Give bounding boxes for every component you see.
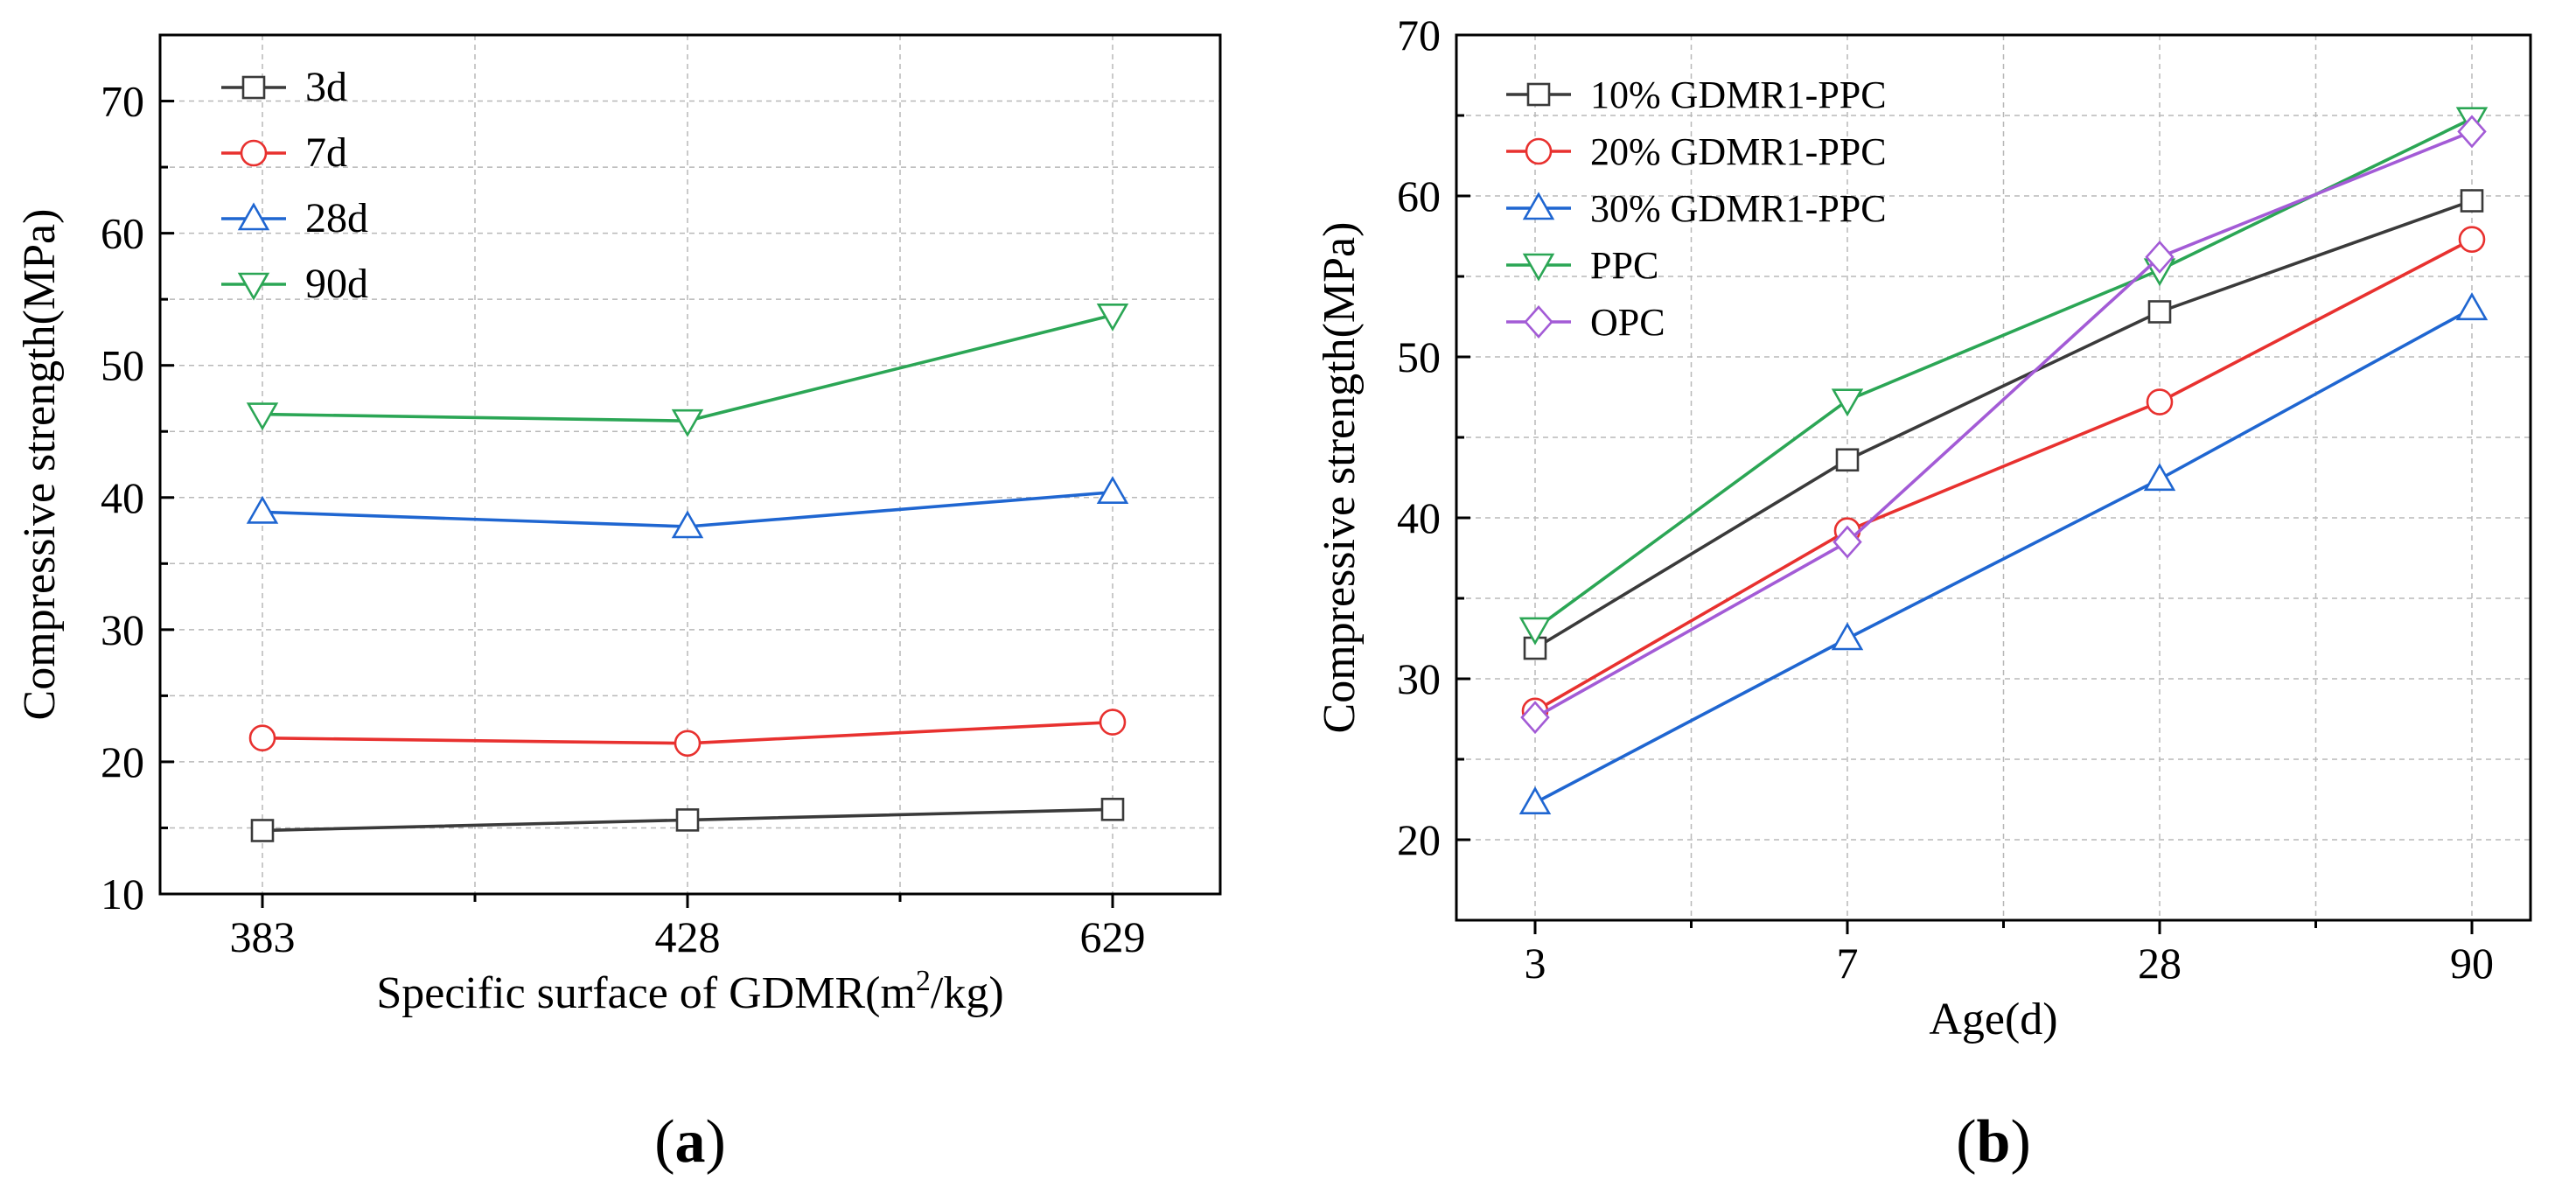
data-point bbox=[671, 408, 704, 437]
legend: 3d 7d 28d 90d bbox=[221, 64, 368, 307]
data-point bbox=[2455, 292, 2489, 321]
x-tick-label: 428 bbox=[655, 912, 721, 961]
data-point bbox=[674, 730, 702, 758]
legend-label: OPC bbox=[1590, 301, 1665, 344]
data-point bbox=[2460, 189, 2484, 213]
panel-label-letter: b bbox=[1977, 1108, 2011, 1176]
chart-b: 20 30 40 50 60 70 3 7 28 90 10% GDMR1-PPC 20% GDMR1… bbox=[1315, 10, 2532, 1176]
x-axis-label: Specific surface of GDMR(m2/kg) bbox=[376, 965, 1003, 1018]
panel-label-open: ( bbox=[654, 1108, 674, 1176]
data-point bbox=[2457, 115, 2487, 149]
data-point bbox=[2143, 463, 2176, 492]
legend-marker bbox=[1522, 192, 1555, 220]
y-tick-label: 20 bbox=[1397, 815, 1441, 864]
data-point bbox=[1518, 786, 1552, 814]
legend-label: 30% GDMR1-PPC bbox=[1590, 187, 1887, 230]
data-point bbox=[1100, 798, 1125, 821]
data-point bbox=[1096, 303, 1129, 332]
legend-label: 10% GDMR1-PPC bbox=[1590, 73, 1887, 116]
x-tick-label: 383 bbox=[230, 912, 296, 961]
y-tick-label: 50 bbox=[1397, 332, 1441, 381]
data-point bbox=[2458, 226, 2486, 253]
y-tick-label: 60 bbox=[101, 209, 144, 258]
y-tick-label: 40 bbox=[101, 473, 144, 522]
plot-frame bbox=[158, 33, 1222, 896]
x-tick-label: 7 bbox=[1837, 939, 1859, 988]
legend-marker bbox=[1525, 137, 1553, 165]
legend-label: 7d bbox=[305, 129, 347, 176]
x-axis-label-part: Specific surface of GDMR(m bbox=[376, 968, 916, 1018]
data-point bbox=[246, 402, 279, 431]
data-point bbox=[671, 510, 704, 539]
data-point bbox=[1520, 701, 1550, 735]
data-point bbox=[1831, 622, 1864, 651]
chart-a: 10 20 30 40 50 60 70 383 428 629 3d 7d 28d 90d Compres… bbox=[15, 33, 1222, 1176]
plot-frame bbox=[1455, 33, 2532, 922]
x-tick-label: 28 bbox=[2138, 939, 2182, 988]
y-tick-label: 40 bbox=[1397, 493, 1441, 542]
data-point bbox=[248, 724, 276, 752]
legend-label: 20% GDMR1-PPC bbox=[1590, 130, 1887, 173]
x-tick-label: 90 bbox=[2450, 939, 2494, 988]
y-tick-label: 50 bbox=[101, 341, 144, 390]
legend-label: 90d bbox=[305, 261, 368, 307]
series-line-opc bbox=[1534, 129, 2473, 719]
y-tick-label: 60 bbox=[1397, 171, 1441, 220]
data-point bbox=[1835, 448, 1860, 472]
data-point bbox=[1096, 476, 1129, 505]
panel-label-letter: a bbox=[675, 1108, 706, 1176]
panel-label-close: ) bbox=[706, 1108, 726, 1176]
legend-marker bbox=[240, 139, 268, 167]
data-point bbox=[2145, 240, 2175, 274]
legend-marker bbox=[241, 75, 266, 100]
y-axis-label: Compressive strength(MPa) bbox=[15, 209, 65, 721]
data-point bbox=[1833, 525, 1862, 559]
legend-marker bbox=[237, 272, 270, 301]
legend-marker bbox=[237, 202, 270, 231]
y-tick-label: 20 bbox=[101, 737, 144, 786]
series-line-30-gdmr1-ppc bbox=[1534, 307, 2473, 805]
x-axis-label: Age(d) bbox=[1929, 995, 2057, 1044]
data-point bbox=[675, 808, 700, 832]
y-tick-label: 70 bbox=[101, 77, 144, 126]
data-point bbox=[250, 819, 275, 842]
data-point bbox=[246, 495, 279, 524]
data-point bbox=[1099, 709, 1127, 736]
panel-label-open: ( bbox=[1956, 1108, 1976, 1176]
panel-label: (b) bbox=[1956, 1108, 2031, 1176]
y-tick-label: 30 bbox=[1397, 654, 1441, 703]
legend: 10% GDMR1-PPC 20% GDMR1-PPC 30% GDMR1-PPC P… bbox=[1506, 73, 1887, 344]
series-line-20-gdmr1-ppc bbox=[1534, 238, 2473, 713]
legend-label: PPC bbox=[1590, 244, 1658, 287]
x-tick-label: 3 bbox=[1525, 939, 1546, 988]
panel-label: (a) bbox=[654, 1108, 726, 1176]
y-tick-label: 10 bbox=[101, 869, 144, 918]
data-point bbox=[2147, 300, 2172, 324]
legend-marker bbox=[1522, 253, 1555, 282]
y-tick-label: 30 bbox=[101, 605, 144, 654]
x-tick-label: 629 bbox=[1080, 912, 1146, 961]
y-tick-label: 70 bbox=[1397, 10, 1441, 59]
data-point bbox=[1831, 388, 1864, 417]
legend-marker bbox=[1524, 305, 1553, 339]
legend-label: 28d bbox=[305, 195, 368, 241]
legend-marker bbox=[1526, 82, 1551, 107]
legend-label: 3d bbox=[305, 64, 347, 110]
x-axis-label-part: /kg) bbox=[931, 968, 1004, 1018]
x-axis-label-superscript: 2 bbox=[916, 965, 931, 997]
panel-label-close: ) bbox=[2010, 1108, 2030, 1176]
data-point bbox=[1518, 617, 1552, 646]
y-axis-label: Compressive strength(MPa) bbox=[1315, 222, 1365, 734]
series-line-10-gdmr1-ppc bbox=[1534, 199, 2473, 650]
data-point bbox=[2146, 388, 2174, 415]
